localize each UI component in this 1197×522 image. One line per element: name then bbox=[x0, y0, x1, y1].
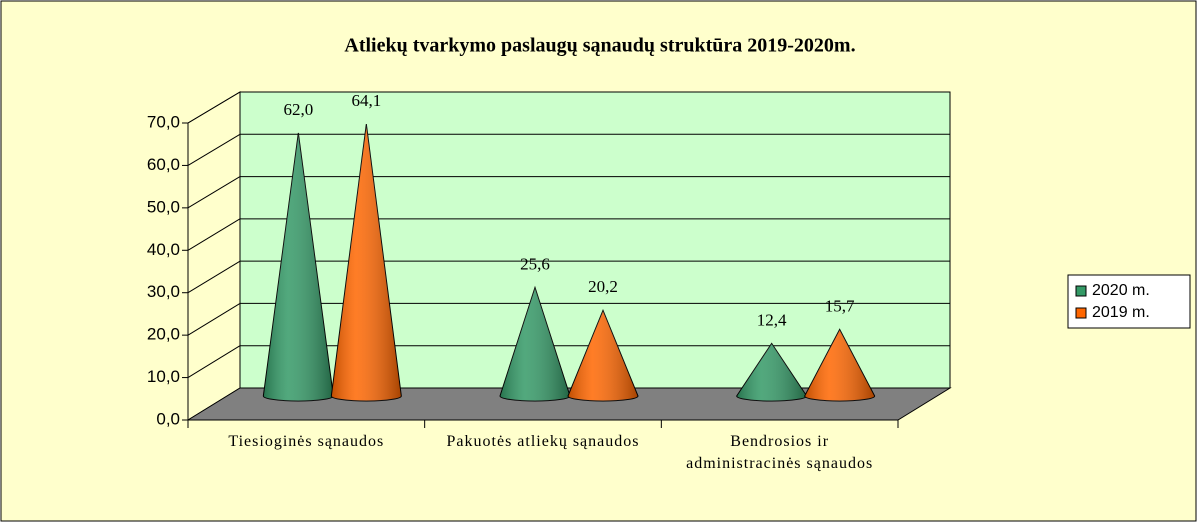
cone-shade bbox=[263, 132, 334, 401]
y-tick-label: 20,0 bbox=[147, 325, 180, 344]
y-tick-label: 40,0 bbox=[147, 240, 180, 259]
grid-line-side bbox=[187, 133, 241, 166]
y-tick-label: 60,0 bbox=[147, 155, 180, 174]
cone-shade bbox=[500, 287, 570, 401]
value-label: 15,7 bbox=[825, 296, 855, 315]
cone-shade bbox=[804, 329, 875, 402]
legend-label: 2020 m. bbox=[1092, 282, 1150, 299]
x-tick-label: Bendrosios ir administracinės sąnaudos bbox=[686, 433, 874, 472]
legend-swatch bbox=[1075, 307, 1087, 319]
grid-line-side bbox=[187, 345, 241, 378]
value-label: 25,6 bbox=[520, 254, 550, 273]
chart-title: Atliekų tvarkymo paslaugų sąnaudų strukt… bbox=[344, 35, 855, 57]
value-label: 64,1 bbox=[351, 91, 381, 110]
cone-shade bbox=[331, 124, 402, 402]
grid-line-side bbox=[187, 176, 241, 209]
legend bbox=[1067, 274, 1191, 329]
y-tick-label: 70,0 bbox=[147, 112, 180, 131]
grid-line-side bbox=[187, 260, 241, 294]
x-tick-label: Pakuotės atliekų sąnaudos bbox=[446, 433, 640, 450]
legend-label: 2019 m. bbox=[1092, 304, 1150, 321]
y-tick-label: 10,0 bbox=[147, 367, 180, 386]
legend-swatch bbox=[1075, 285, 1087, 297]
grid-line-side bbox=[187, 303, 241, 336]
grid-line-side bbox=[187, 91, 241, 124]
x-tick-label: Tiesioginės sąnaudos bbox=[228, 433, 385, 450]
cone-shade bbox=[736, 343, 807, 402]
grid-line-side bbox=[187, 218, 241, 251]
y-tick-label: 30,0 bbox=[147, 282, 180, 301]
value-label: 12,4 bbox=[757, 310, 787, 329]
value-label: 20,2 bbox=[588, 277, 618, 296]
value-label: 62,0 bbox=[283, 100, 313, 119]
y-tick-label: 0,0 bbox=[156, 409, 180, 428]
cone-shade bbox=[568, 310, 638, 401]
y-tick-label: 50,0 bbox=[147, 197, 180, 216]
